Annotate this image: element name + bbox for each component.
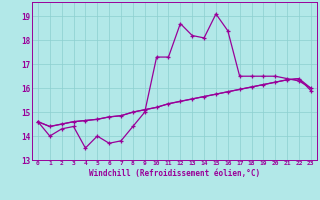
X-axis label: Windchill (Refroidissement éolien,°C): Windchill (Refroidissement éolien,°C) [89,169,260,178]
